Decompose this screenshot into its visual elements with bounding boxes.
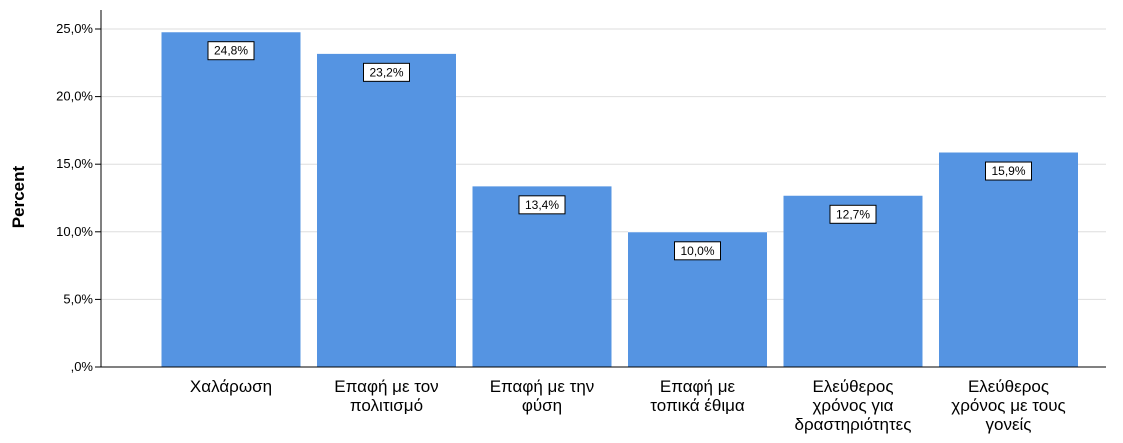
x-tick-label: Επαφή με τοπικά έθιμα [650,377,745,415]
y-tick-label: 15,0% [56,156,93,171]
data-label-box [674,241,721,261]
y-tick-label: 5,0% [63,291,93,306]
y-tick-label: 10,0% [56,224,93,239]
x-tick-label-line: δραστηριότητες [795,415,912,434]
x-tick-label-line: χρόνος με τους [951,396,1065,415]
x-tick-label-line: Χαλάρωση [190,377,272,396]
data-label-box [207,41,255,61]
y-tick-label: 25,0% [56,21,93,36]
data-label: 24,8% [214,44,248,58]
labels: ,0% 5,0% 10,0% 15,0% 20,0% 25,0% 24,8% Χαλάρωση… [56,21,1066,434]
data-label: 15,9% [991,164,1025,178]
x-tick-label: Χαλάρωση [190,377,272,396]
bar [783,195,923,367]
x-tick-label: Επαφή με την φύση [490,377,595,415]
x-tick-label-line: χρόνος για [812,396,893,415]
y-tick-label: ,0% [71,359,94,374]
bar [472,185,612,367]
x-tick-label-line: Επαφή με την [490,377,595,396]
y-axis-label: Percent [9,165,28,228]
bar [939,152,1078,367]
x-tick-label-line: Επαφή με τον [334,377,438,396]
x-tick-label-line: τοπικά έθιμα [650,396,745,415]
x-tick-label: Ελεύθερος χρόνος με τους γονείς [951,377,1065,434]
data-label-box [985,161,1032,181]
data-label: 12,7% [836,207,870,221]
x-tick-label-line: Ελεύθερος [968,377,1049,396]
x-tick-label: Επαφή με τον πολιτισμό [334,377,438,415]
y-tick-label: 20,0% [56,89,93,104]
axes [95,10,1106,368]
x-tick-label-line: γονείς [985,415,1031,434]
x-tick-label-line: πολιτισμό [350,396,423,415]
x-tick-label-line: φύση [522,396,562,415]
bar [161,31,301,367]
bars [161,31,1078,367]
x-tick-label-line: Επαφή με [660,377,736,396]
data-label-box [363,62,410,82]
bar [317,53,456,367]
x-tick-label-line: Ελεύθερος [812,377,893,396]
data-label: 23,2% [369,65,403,79]
data-label-box [518,195,566,215]
data-label: 10,0% [680,244,714,258]
data-label: 13,4% [525,198,559,212]
x-tick-label: Ελεύθερος χρόνος για δραστηριότητες [795,377,912,434]
data-label-box [829,204,877,224]
